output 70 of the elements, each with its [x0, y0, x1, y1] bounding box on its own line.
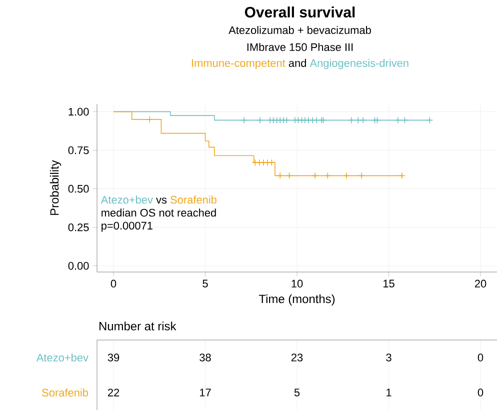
- point: [301, 116, 308, 124]
- x-tick-label: 10: [292, 280, 303, 288]
- x-tick-label: 5: [202, 280, 208, 288]
- point: [324, 172, 332, 180]
- point: [358, 172, 365, 180]
- text: Sorafenib: [170, 196, 216, 204]
- text: 0: [478, 388, 484, 396]
- text: 0: [478, 354, 484, 362]
- text: Atezo+bev: [100, 196, 153, 204]
- chart-title: Overall survival: [244, 6, 355, 18]
- point: [394, 116, 402, 124]
- point: [294, 116, 302, 124]
- point: [280, 116, 287, 124]
- point: [318, 116, 325, 124]
- point: [309, 116, 316, 124]
- point: [286, 172, 293, 180]
- point: [426, 116, 434, 124]
- point: [348, 116, 355, 124]
- text: IMbrave 150 Phase III: [247, 42, 353, 52]
- point: [343, 172, 350, 180]
- point: [374, 116, 381, 124]
- x-axis-title: Time (months): [258, 294, 335, 306]
- point: [256, 159, 263, 166]
- point: [360, 116, 366, 124]
- point: [268, 159, 276, 166]
- annotation: median OS not reached: [102, 208, 216, 217]
- point: [240, 116, 248, 124]
- text: 39: [108, 354, 120, 362]
- point: [312, 172, 318, 180]
- annotation: p=0.00071: [102, 222, 152, 232]
- point: [256, 116, 264, 124]
- point: [252, 159, 259, 166]
- point: [401, 116, 408, 124]
- x-tick-label: 0: [110, 280, 116, 288]
- text: 1: [386, 388, 392, 396]
- point: [320, 116, 327, 124]
- point: [264, 159, 271, 166]
- point: [266, 116, 274, 124]
- y-tick-label: 0.50: [68, 184, 89, 193]
- text: Number at risk: [100, 322, 176, 330]
- x-tick-label: 15: [383, 280, 394, 288]
- point: [313, 116, 320, 124]
- chart-subtitle: Atezolizumab + bevacizumab: [228, 26, 371, 34]
- y-tick-label: 0.25: [68, 223, 89, 232]
- y-axis-title: Probability: [50, 160, 62, 215]
- point: [354, 116, 362, 124]
- text: Angiogenesis-driven: [310, 58, 408, 70]
- text: Immune-competent: [192, 59, 286, 70]
- text: Atezo+bev: [36, 353, 88, 362]
- point: [270, 116, 277, 124]
- text: 38: [200, 354, 211, 362]
- text: 5: [294, 388, 300, 396]
- annotation: vs: [156, 198, 167, 204]
- y-tick-label: 0.00: [68, 262, 89, 270]
- point: [292, 116, 298, 124]
- text: and: [288, 58, 306, 67]
- text: 3: [386, 354, 392, 362]
- text: Sorafenib: [42, 388, 88, 397]
- x-tick-label: 20: [474, 280, 486, 288]
- point: [398, 172, 406, 180]
- text: 23: [291, 354, 303, 362]
- point: [146, 116, 154, 123]
- point: [260, 159, 267, 166]
- text: 22: [108, 388, 120, 396]
- y-tick-label: 0.75: [68, 146, 89, 154]
- point: [283, 116, 290, 124]
- y-tick-label: 1.00: [68, 108, 89, 116]
- text: 17: [200, 388, 211, 396]
- point: [276, 172, 284, 180]
- point: [304, 116, 312, 124]
